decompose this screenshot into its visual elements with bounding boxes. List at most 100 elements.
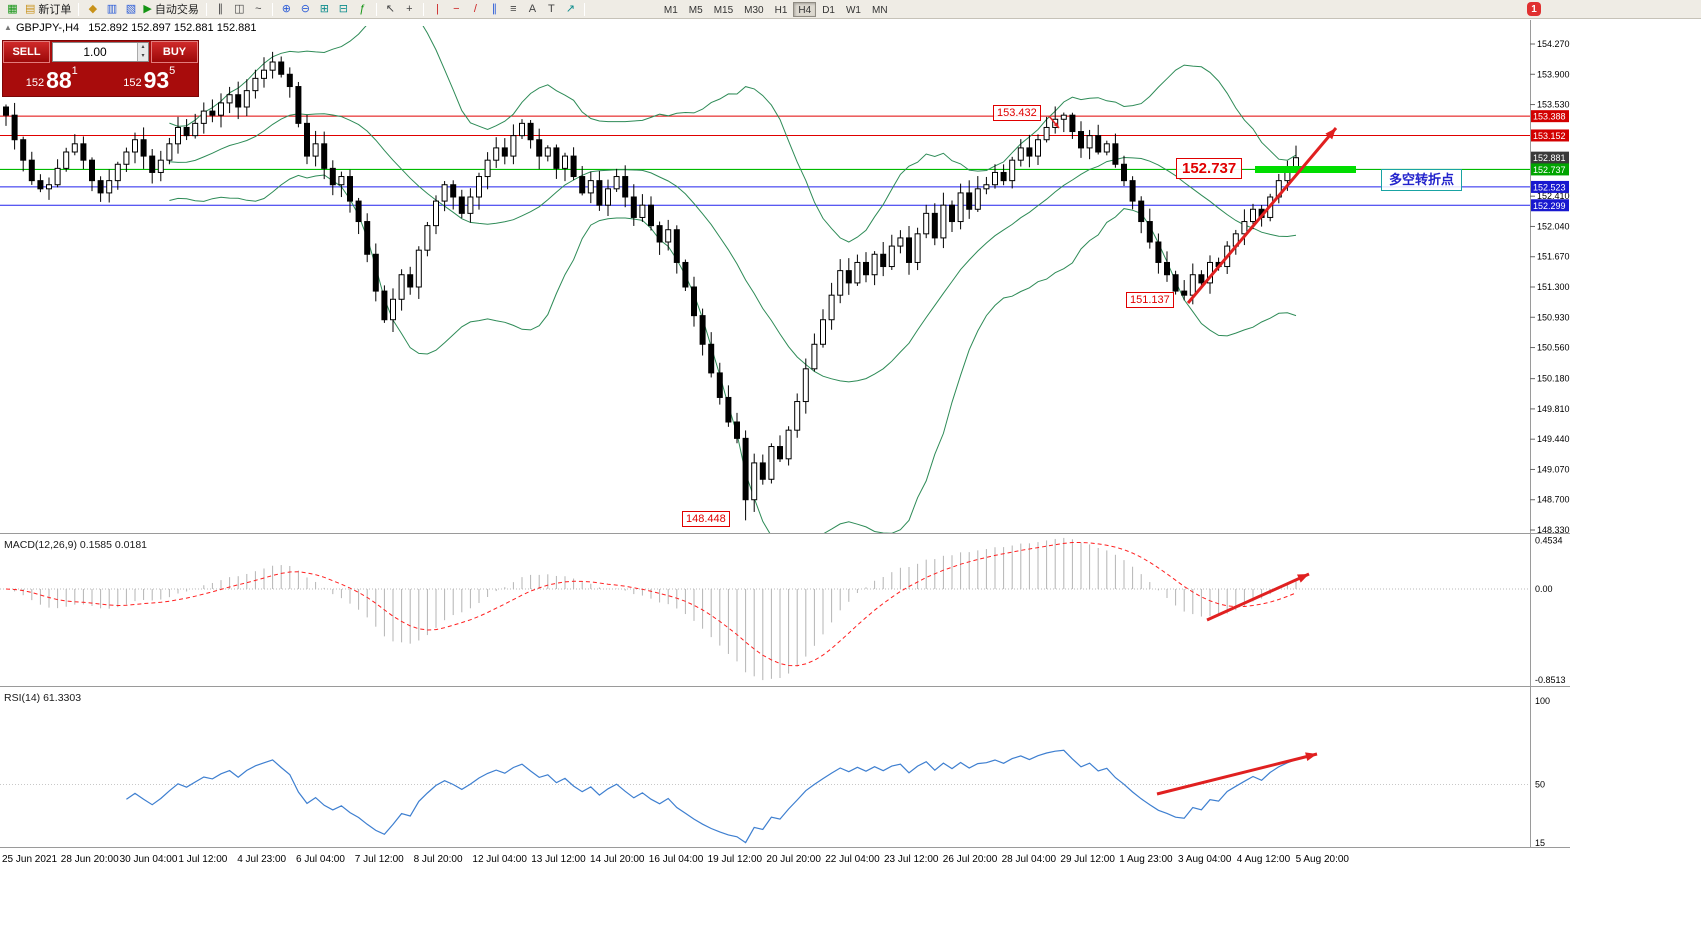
svg-text:0.00: 0.00 bbox=[1535, 584, 1553, 594]
main-toolbar: ▦ ▤ 新订单 ◆ ▥ ▧ ▶ 自动交易 ∥ ◫ ~ ⊕ ⊖ ⊞ ⊟ ƒ ↖ + |… bbox=[0, 0, 1701, 19]
turning-point-label[interactable]: 多空转折点 bbox=[1381, 169, 1463, 191]
volume-field: ▴ ▾ bbox=[52, 42, 149, 62]
notification-badge[interactable]: 1 bbox=[1527, 2, 1541, 16]
cascade-windows-button[interactable]: ⊟ bbox=[334, 1, 353, 18]
auto-trading-label: 自动交易 bbox=[154, 4, 199, 16]
svg-text:152.410: 152.410 bbox=[1537, 191, 1570, 201]
svg-text:152.881: 152.881 bbox=[1533, 153, 1566, 163]
zoom-in-button[interactable]: ⊕ bbox=[277, 1, 296, 18]
tile-windows-button[interactable]: ⊞ bbox=[315, 1, 334, 18]
market-watch-button[interactable]: ◆ bbox=[83, 1, 102, 18]
crosshair-tool-button[interactable]: + bbox=[400, 1, 419, 18]
label-tool-button[interactable]: T bbox=[542, 1, 561, 18]
volume-down-icon[interactable]: ▾ bbox=[138, 52, 148, 61]
svg-text:23 Jul 12:00: 23 Jul 12:00 bbox=[884, 854, 939, 865]
auto-trading-play-icon: ▶ bbox=[143, 2, 152, 15]
price-callout-bottom[interactable]: 148.448 bbox=[682, 511, 730, 527]
zoom-out-button[interactable]: ⊖ bbox=[296, 1, 315, 18]
svg-text:153.530: 153.530 bbox=[1537, 100, 1570, 110]
bid-price[interactable]: 152 88 1 bbox=[3, 63, 101, 95]
chart-icon: ▦ bbox=[7, 2, 18, 15]
svg-text:28 Jun 20:00: 28 Jun 20:00 bbox=[61, 854, 119, 865]
symbol-title: GBPJPY-,H4 bbox=[16, 22, 80, 34]
fibonacci-tool-button[interactable]: ≡ bbox=[504, 1, 523, 18]
symbol-info: GBPJPY-,H4 152.892 152.897 152.881 152.8… bbox=[16, 22, 256, 34]
macd-panel-layer bbox=[0, 537, 1530, 681]
timeframe-button-h4[interactable]: H4 bbox=[793, 1, 817, 17]
toolbar-separator bbox=[375, 2, 377, 16]
vertical-line-tool-button[interactable]: | bbox=[428, 1, 447, 18]
toolbar-separator bbox=[78, 2, 80, 16]
ask-price[interactable]: 152 93 5 bbox=[101, 63, 199, 95]
cursor-tool-button[interactable]: ↖ bbox=[381, 1, 400, 18]
toolbar-separator bbox=[271, 2, 273, 16]
bid-big: 88 bbox=[46, 67, 72, 93]
svg-text:150.560: 150.560 bbox=[1537, 343, 1570, 353]
price-callout-level[interactable]: 152.737 bbox=[1176, 158, 1243, 179]
svg-text:0.4534: 0.4534 bbox=[1535, 535, 1563, 545]
vertical-line-icon: | bbox=[435, 2, 439, 15]
timeframe-button-mn[interactable]: MN bbox=[871, 4, 888, 16]
data-window-button[interactable]: ▥ bbox=[102, 1, 121, 18]
candlestick-chart-button[interactable]: ◫ bbox=[230, 1, 249, 18]
volume-up-icon[interactable]: ▴ bbox=[138, 43, 148, 52]
svg-text:148.330: 148.330 bbox=[1537, 525, 1570, 535]
toolbar-separator bbox=[422, 2, 424, 16]
timeframe-button-w1[interactable]: W1 bbox=[845, 4, 861, 16]
timeframe-button-h1[interactable]: H1 bbox=[774, 4, 788, 16]
timeframe-group: M1 M5 M15 M30 H1 H4 D1 W1 MN bbox=[659, 1, 893, 17]
ask-big: 93 bbox=[143, 67, 170, 93]
svg-text:151.300: 151.300 bbox=[1537, 282, 1570, 292]
indicators-icon: ƒ bbox=[359, 2, 366, 15]
svg-text:152.299: 152.299 bbox=[1533, 201, 1566, 211]
price-callout-peak[interactable]: 153.432 bbox=[993, 105, 1041, 121]
text-tool-button[interactable]: A bbox=[523, 1, 542, 18]
chart-window-icon[interactable]: ▦ bbox=[3, 1, 22, 18]
trendline-tool-button[interactable]: / bbox=[466, 1, 485, 18]
svg-text:28 Jul 04:00: 28 Jul 04:00 bbox=[1002, 854, 1057, 865]
svg-text:25 Jun 2021: 25 Jun 2021 bbox=[2, 854, 57, 865]
svg-text:153.388: 153.388 bbox=[1533, 112, 1566, 122]
arrows-tool-button[interactable]: ↗ bbox=[561, 1, 580, 18]
timeframe-button-d1[interactable]: D1 bbox=[822, 4, 835, 16]
auto-trading-button[interactable]: ▶ 自动交易 bbox=[140, 1, 201, 18]
volume-input[interactable] bbox=[53, 45, 137, 59]
sell-button[interactable]: SELL bbox=[3, 41, 50, 63]
market-watch-icon: ◆ bbox=[88, 2, 98, 15]
bar-chart-button[interactable]: ∥ bbox=[211, 1, 230, 18]
svg-text:8 Jul 20:00: 8 Jul 20:00 bbox=[414, 854, 463, 865]
timeframe-button-m15[interactable]: M15 bbox=[713, 4, 734, 16]
timeframe-button-m30[interactable]: M30 bbox=[744, 4, 764, 16]
one-click-toggle-icon[interactable]: ▲ bbox=[4, 23, 12, 32]
bar-chart-icon: ∥ bbox=[217, 2, 224, 15]
horizontal-line-icon: − bbox=[453, 2, 460, 15]
svg-text:-0.8513: -0.8513 bbox=[1535, 675, 1566, 685]
svg-text:149.810: 149.810 bbox=[1537, 404, 1570, 414]
svg-text:153.900: 153.900 bbox=[1537, 69, 1570, 79]
toolbar-separator bbox=[583, 2, 585, 16]
timeframe-button-m5[interactable]: M5 bbox=[688, 4, 703, 16]
horizontal-line-tool-button[interactable]: − bbox=[447, 1, 466, 18]
new-order-button[interactable]: ▤ 新订单 bbox=[22, 1, 74, 18]
arrows-icon: ↗ bbox=[565, 2, 575, 15]
indicators-button[interactable]: ƒ bbox=[353, 1, 372, 18]
timeframe-button-m1[interactable]: M1 bbox=[663, 4, 678, 16]
navigator-icon: ▧ bbox=[125, 2, 137, 15]
svg-text:1 Aug 23:00: 1 Aug 23:00 bbox=[1119, 854, 1173, 865]
channel-tool-button[interactable]: ∥ bbox=[485, 1, 504, 18]
price-callout-low[interactable]: 151.137 bbox=[1126, 292, 1174, 308]
rsi-label: RSI(14) 61.3303 bbox=[4, 692, 82, 704]
line-chart-icon: ~ bbox=[255, 2, 262, 15]
svg-text:149.440: 149.440 bbox=[1537, 434, 1570, 444]
navigator-button[interactable]: ▧ bbox=[121, 1, 140, 18]
buy-button[interactable]: BUY bbox=[151, 41, 198, 63]
svg-text:6 Jul 04:00: 6 Jul 04:00 bbox=[296, 854, 345, 865]
line-chart-button[interactable]: ~ bbox=[249, 1, 268, 18]
crosshair-icon: + bbox=[406, 2, 413, 15]
svg-text:14 Jul 20:00: 14 Jul 20:00 bbox=[590, 854, 645, 865]
svg-text:50: 50 bbox=[1535, 780, 1545, 790]
tile-windows-icon: ⊞ bbox=[319, 2, 329, 15]
svg-text:7 Jul 12:00: 7 Jul 12:00 bbox=[355, 854, 404, 865]
trendline-icon: / bbox=[473, 2, 477, 15]
